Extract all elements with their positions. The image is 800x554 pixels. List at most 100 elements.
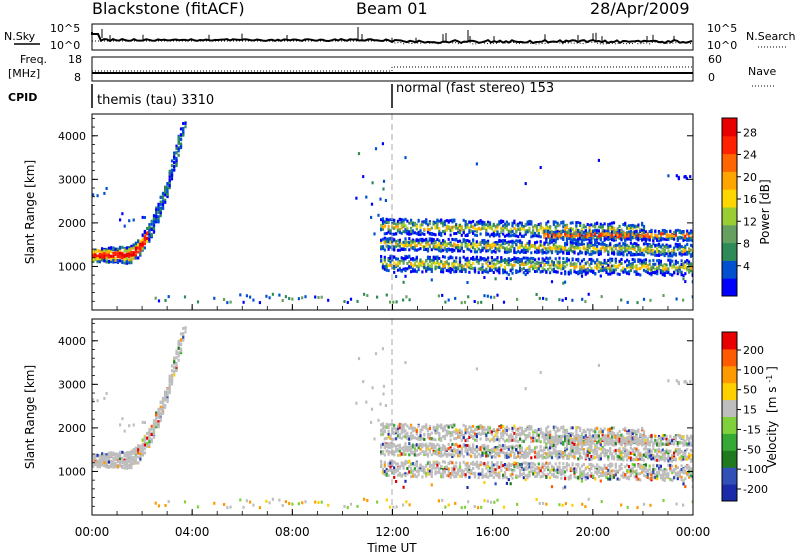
power-cell: [594, 251, 597, 255]
velocity-cell: [443, 434, 446, 438]
velocity-cell: [121, 460, 124, 464]
power-cell: [494, 229, 497, 233]
power-cell: [477, 267, 480, 271]
power-cell: [603, 268, 606, 272]
power-cell: [550, 234, 554, 238]
power-cell: [629, 269, 632, 273]
velocity-cell: [430, 446, 433, 450]
power-cell: [516, 297, 519, 301]
power-cell: [614, 259, 617, 262]
velocity-cell: [451, 425, 454, 429]
velocity-cell: [393, 423, 396, 427]
velocity-cell: [413, 450, 416, 454]
power-cell: [400, 269, 403, 273]
power-cell: [487, 260, 490, 264]
noise-frame: [91, 23, 694, 51]
power-cell: [383, 236, 386, 240]
power-cell: [534, 246, 537, 249]
power-cell: [458, 225, 462, 229]
velocity-cell: [119, 451, 122, 455]
power-cell: [627, 265, 631, 269]
power-cell: [650, 252, 653, 256]
power-cell: [635, 244, 638, 248]
velocity-cell: [107, 460, 110, 464]
power-cell: [597, 231, 600, 235]
power-cell: [479, 267, 482, 271]
velocity-cell: [473, 505, 476, 508]
power-cell: [430, 226, 433, 230]
velocity-cell: [468, 453, 471, 457]
velocity-cell: [400, 423, 403, 427]
power-cell: [671, 249, 674, 253]
power-cell: [554, 264, 557, 267]
power-cell: [558, 260, 561, 264]
power-cell: [567, 252, 570, 255]
power-cell: [507, 240, 510, 244]
velocity-cell: [395, 447, 398, 451]
power-cell: [166, 194, 169, 198]
power-cell: [549, 256, 552, 260]
power-cell: [631, 224, 634, 228]
velocity-cell: [462, 436, 465, 440]
velocity-cell: [170, 369, 174, 373]
power-cell: [173, 155, 176, 159]
velocity-cell: [430, 472, 433, 476]
power-cell: [419, 263, 422, 267]
power-cell: [519, 263, 522, 267]
velocity-cell: [468, 434, 471, 438]
power-cell: [584, 268, 587, 272]
power-cell: [485, 261, 488, 265]
power-cell: [538, 296, 541, 300]
velocity-cell: [662, 499, 665, 502]
power-cell: [603, 242, 606, 246]
power-cell: [123, 261, 126, 265]
velocity-cell: [417, 443, 420, 447]
velocity-cell: [125, 462, 128, 466]
velocity-cell: [470, 450, 473, 454]
power-cell: [586, 242, 589, 246]
power-cell: [552, 220, 555, 224]
power-cell: [468, 226, 471, 230]
power-cell: [603, 266, 606, 270]
velocity-cell: [410, 434, 413, 438]
power-cell: [612, 236, 616, 240]
power-cell: [404, 267, 407, 271]
power-cell: [314, 295, 317, 299]
power-cell: [599, 267, 602, 270]
power-cell: [425, 269, 428, 273]
velocity-cell: [481, 428, 484, 432]
power-cell: [639, 273, 642, 277]
power-cell: [466, 239, 469, 243]
power-cell: [139, 242, 142, 246]
power-cell: [686, 232, 689, 236]
velocity-cell: [434, 426, 437, 430]
power-cell: [488, 221, 492, 225]
velocity-cell: [114, 452, 117, 456]
velocity-cell: [301, 501, 304, 505]
power-cell: [626, 253, 629, 257]
power-cell: [466, 247, 469, 251]
velocity-cell: [398, 449, 401, 453]
power-cell: [177, 153, 180, 157]
velocity-cell: [472, 424, 475, 428]
power-cell: [505, 259, 508, 263]
velocity-cell: [442, 429, 445, 433]
power-cell: [503, 265, 507, 269]
velocity-cell: [410, 449, 413, 453]
power-cell: [152, 227, 156, 231]
power-cell: [609, 265, 612, 269]
power-cell: [629, 266, 632, 270]
power-cell: [451, 263, 454, 267]
velocity-cell: [404, 459, 407, 463]
power-cell: [440, 241, 443, 245]
velocity-cell: [476, 506, 480, 510]
power-cell: [631, 258, 634, 261]
power-cell: [599, 249, 602, 253]
velocity-cell: [385, 470, 388, 473]
power-cell: [669, 252, 672, 256]
power-cell: [398, 217, 401, 221]
power-cell: [438, 266, 441, 269]
power-cell: [626, 271, 629, 275]
power-cell: [451, 220, 454, 224]
power-cell: [466, 256, 469, 260]
